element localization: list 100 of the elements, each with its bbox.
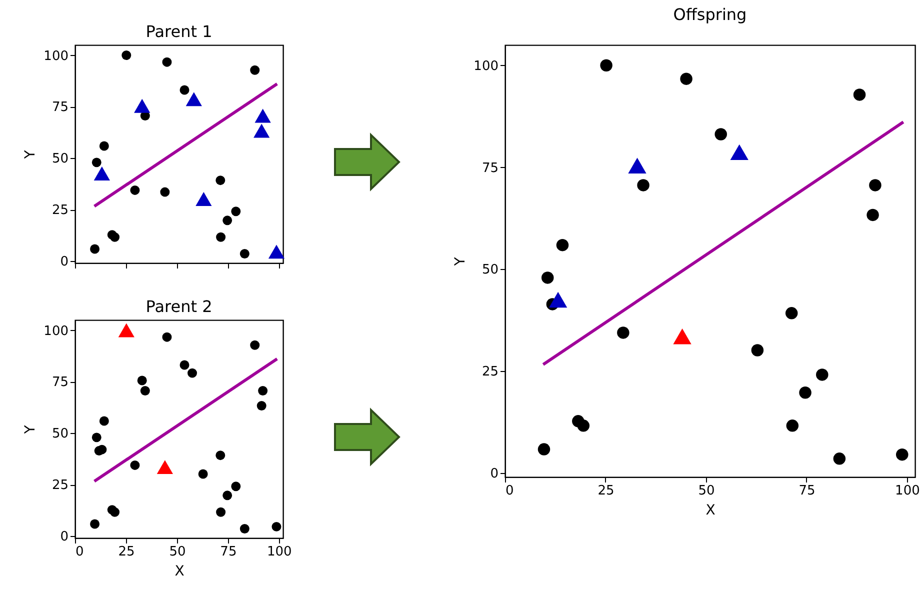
point: [216, 507, 226, 517]
y-tick-label: 25: [52, 203, 68, 218]
x-tick-label: 25: [598, 484, 614, 498]
point: [99, 416, 109, 426]
point: [231, 206, 241, 216]
point: [714, 128, 727, 140]
point: [853, 88, 866, 101]
y-tick-label: 0: [60, 529, 68, 544]
chart-title: Parent 1: [146, 22, 212, 41]
point: [541, 272, 554, 284]
point: [730, 144, 748, 160]
point: [216, 450, 226, 460]
point: [137, 376, 147, 386]
point: [785, 307, 798, 320]
y-tick-label: 25: [482, 364, 498, 380]
y-tick-label: 75: [482, 160, 498, 176]
x-tick-label: 50: [698, 484, 715, 498]
point: [673, 328, 692, 344]
x-axis-title: X: [174, 564, 185, 580]
y-axis-title: Y: [22, 150, 39, 160]
point: [577, 420, 590, 432]
point: [833, 452, 846, 465]
x-axis-title: X: [706, 502, 716, 518]
point: [188, 368, 197, 378]
point: [122, 50, 132, 60]
point: [99, 141, 109, 151]
point: [90, 244, 100, 254]
y-tick-label: 50: [52, 426, 68, 442]
y-axis-title: Y: [22, 424, 39, 435]
x-tick-label: 0: [506, 484, 514, 498]
point: [556, 238, 569, 252]
point: [186, 92, 202, 106]
point: [256, 401, 266, 410]
point: [240, 524, 250, 534]
point: [786, 420, 799, 432]
point: [92, 432, 102, 442]
point: [896, 448, 908, 461]
point: [816, 368, 828, 381]
point: [97, 444, 107, 454]
chart-title: Offspring: [673, 5, 747, 24]
point: [216, 232, 226, 242]
point: [254, 124, 270, 138]
point: [162, 332, 172, 342]
point: [196, 192, 212, 206]
point: [92, 158, 102, 168]
point: [866, 208, 879, 222]
y-tick-label: 0: [60, 254, 68, 270]
point: [751, 344, 764, 356]
point: [162, 57, 172, 67]
point: [110, 507, 120, 517]
point: [538, 443, 550, 456]
point: [118, 323, 134, 338]
y-axis-title: Y: [452, 256, 469, 267]
point: [222, 490, 232, 500]
point: [250, 65, 260, 75]
x-tick-label: 100: [895, 484, 920, 498]
point: [250, 340, 260, 350]
point: [198, 469, 208, 479]
point: [180, 360, 190, 370]
point: [94, 166, 110, 181]
point: [231, 482, 241, 492]
point: [110, 232, 120, 242]
y-tick-label: 100: [44, 324, 68, 339]
x-tick-label: 0: [76, 544, 84, 560]
point: [617, 326, 630, 339]
point: [134, 98, 150, 113]
point: [680, 72, 692, 85]
y-tick-label: 0: [490, 466, 498, 482]
point: [799, 386, 812, 399]
point: [637, 179, 650, 192]
point: [156, 460, 173, 474]
point: [258, 386, 268, 396]
point: [216, 176, 226, 186]
y-tick-label: 50: [482, 262, 498, 278]
point: [130, 185, 140, 195]
y-tick-label: 75: [52, 100, 68, 116]
point: [140, 386, 150, 396]
point: [130, 460, 140, 470]
point: [268, 244, 285, 259]
x-tick-label: 25: [118, 544, 135, 560]
x-tick-label: 75: [220, 544, 237, 560]
point: [254, 108, 271, 123]
point: [548, 292, 568, 308]
y-tick-label: 75: [52, 375, 68, 390]
y-tick-label: 50: [52, 152, 68, 167]
point: [90, 519, 100, 529]
point: [222, 216, 232, 226]
point: [180, 85, 190, 95]
point: [160, 187, 170, 197]
point: [600, 59, 612, 72]
y-tick-label: 100: [474, 58, 498, 74]
point: [628, 158, 646, 174]
x-tick-label: 75: [798, 484, 816, 498]
x-tick-label: 100: [267, 544, 292, 560]
x-tick-label: 50: [169, 544, 186, 560]
point: [240, 249, 250, 258]
y-tick-label: 100: [44, 48, 68, 64]
point: [869, 179, 882, 192]
point: [272, 522, 282, 532]
chart-title: Parent 2: [146, 297, 212, 316]
